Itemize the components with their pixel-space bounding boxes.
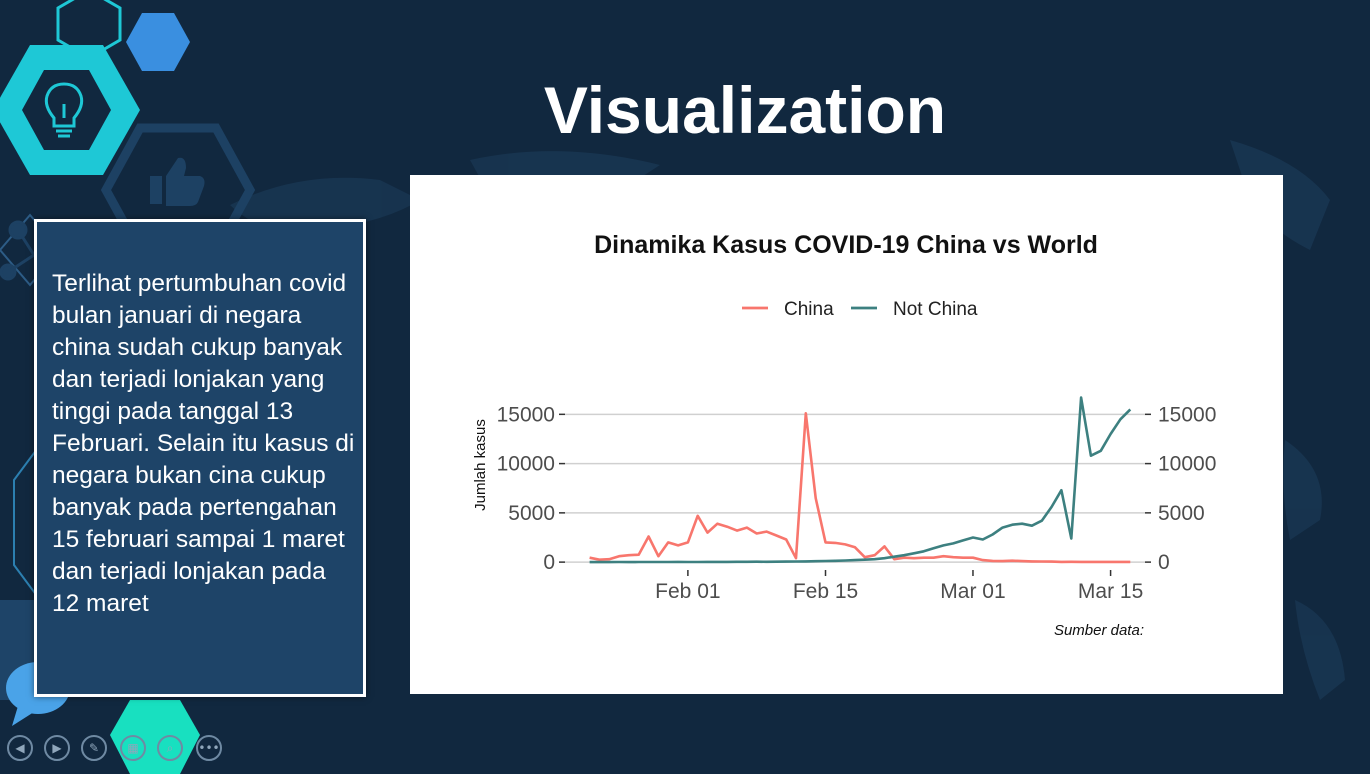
y-tick-label-right: 5000 bbox=[1158, 502, 1205, 525]
legend-label-not-china: Not China bbox=[893, 299, 978, 320]
next-icon[interactable]: ▶ bbox=[44, 735, 70, 761]
y-axis-label: Jumlah kasus bbox=[472, 419, 489, 511]
chart-panel: Dinamika Kasus COVID-19 China vs World 0 0… bbox=[410, 175, 1283, 694]
series-line-not-china bbox=[589, 396, 1132, 564]
lightbulb-icon bbox=[44, 82, 84, 138]
line-chart: Dinamika Kasus COVID-19 China vs World 0 0… bbox=[472, 231, 1216, 639]
x-tick-label: Mar 01 bbox=[940, 580, 1005, 603]
zoom-icon[interactable]: ⌕ bbox=[157, 735, 183, 761]
y-tick-label-right: 15000 bbox=[1158, 403, 1216, 426]
world-map-decoration bbox=[230, 140, 1345, 700]
more-icon[interactable]: ••• bbox=[196, 735, 222, 761]
pen-icon[interactable]: ✎ bbox=[81, 735, 107, 761]
y-tick-label-left: 10000 bbox=[497, 453, 555, 476]
hexagon-decoration bbox=[0, 0, 256, 774]
chart-caption: Sumber data: bbox=[1054, 622, 1144, 639]
y-tick-label-right: 10000 bbox=[1158, 453, 1216, 476]
x-tick-label: Feb 01 bbox=[655, 580, 720, 603]
legend-label-china: China bbox=[784, 299, 834, 320]
y-tick-label-left: 5000 bbox=[508, 502, 555, 525]
slides-icon[interactable]: ▦ bbox=[120, 735, 146, 761]
y-tick-label-left: 15000 bbox=[497, 403, 555, 426]
y-tick-label-right: 0 bbox=[1158, 551, 1170, 574]
description-text: Terlihat pertumbuhan covid bulan januari… bbox=[52, 270, 355, 617]
thumbs-up-icon bbox=[150, 157, 205, 206]
previous-icon[interactable]: ◀ bbox=[7, 735, 33, 761]
slide-title: Visualization bbox=[543, 73, 947, 147]
x-tick-label: Mar 15 bbox=[1078, 580, 1143, 603]
series-line-china bbox=[589, 412, 1131, 564]
description-text-box: Terlihat pertumbuhan covid bulan januari… bbox=[34, 219, 366, 697]
x-tick-label: Feb 15 bbox=[793, 580, 858, 603]
y-tick-label-left: 0 bbox=[543, 551, 555, 574]
chart-title: Dinamika Kasus COVID-19 China vs World bbox=[594, 231, 1098, 259]
molecule-decoration bbox=[0, 220, 36, 281]
